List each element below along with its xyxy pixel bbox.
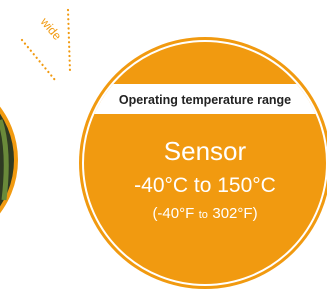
- page: wide Operating temperature range Sensor …: [0, 0, 327, 292]
- tag-text: wide: [37, 14, 64, 43]
- dotted-line: [22, 40, 55, 80]
- fahrenheit-high: 302°F): [212, 205, 257, 222]
- heading: Operating temperature range: [119, 93, 291, 107]
- fahrenheit-to: to: [199, 209, 208, 221]
- graphic: wide Operating temperature range Sensor …: [0, 0, 327, 292]
- label: Sensor: [164, 136, 247, 166]
- celsius: -40°C to 150°C: [134, 174, 276, 197]
- fahrenheit-low: (-40°F: [152, 205, 194, 222]
- dotted-line: [68, 10, 70, 72]
